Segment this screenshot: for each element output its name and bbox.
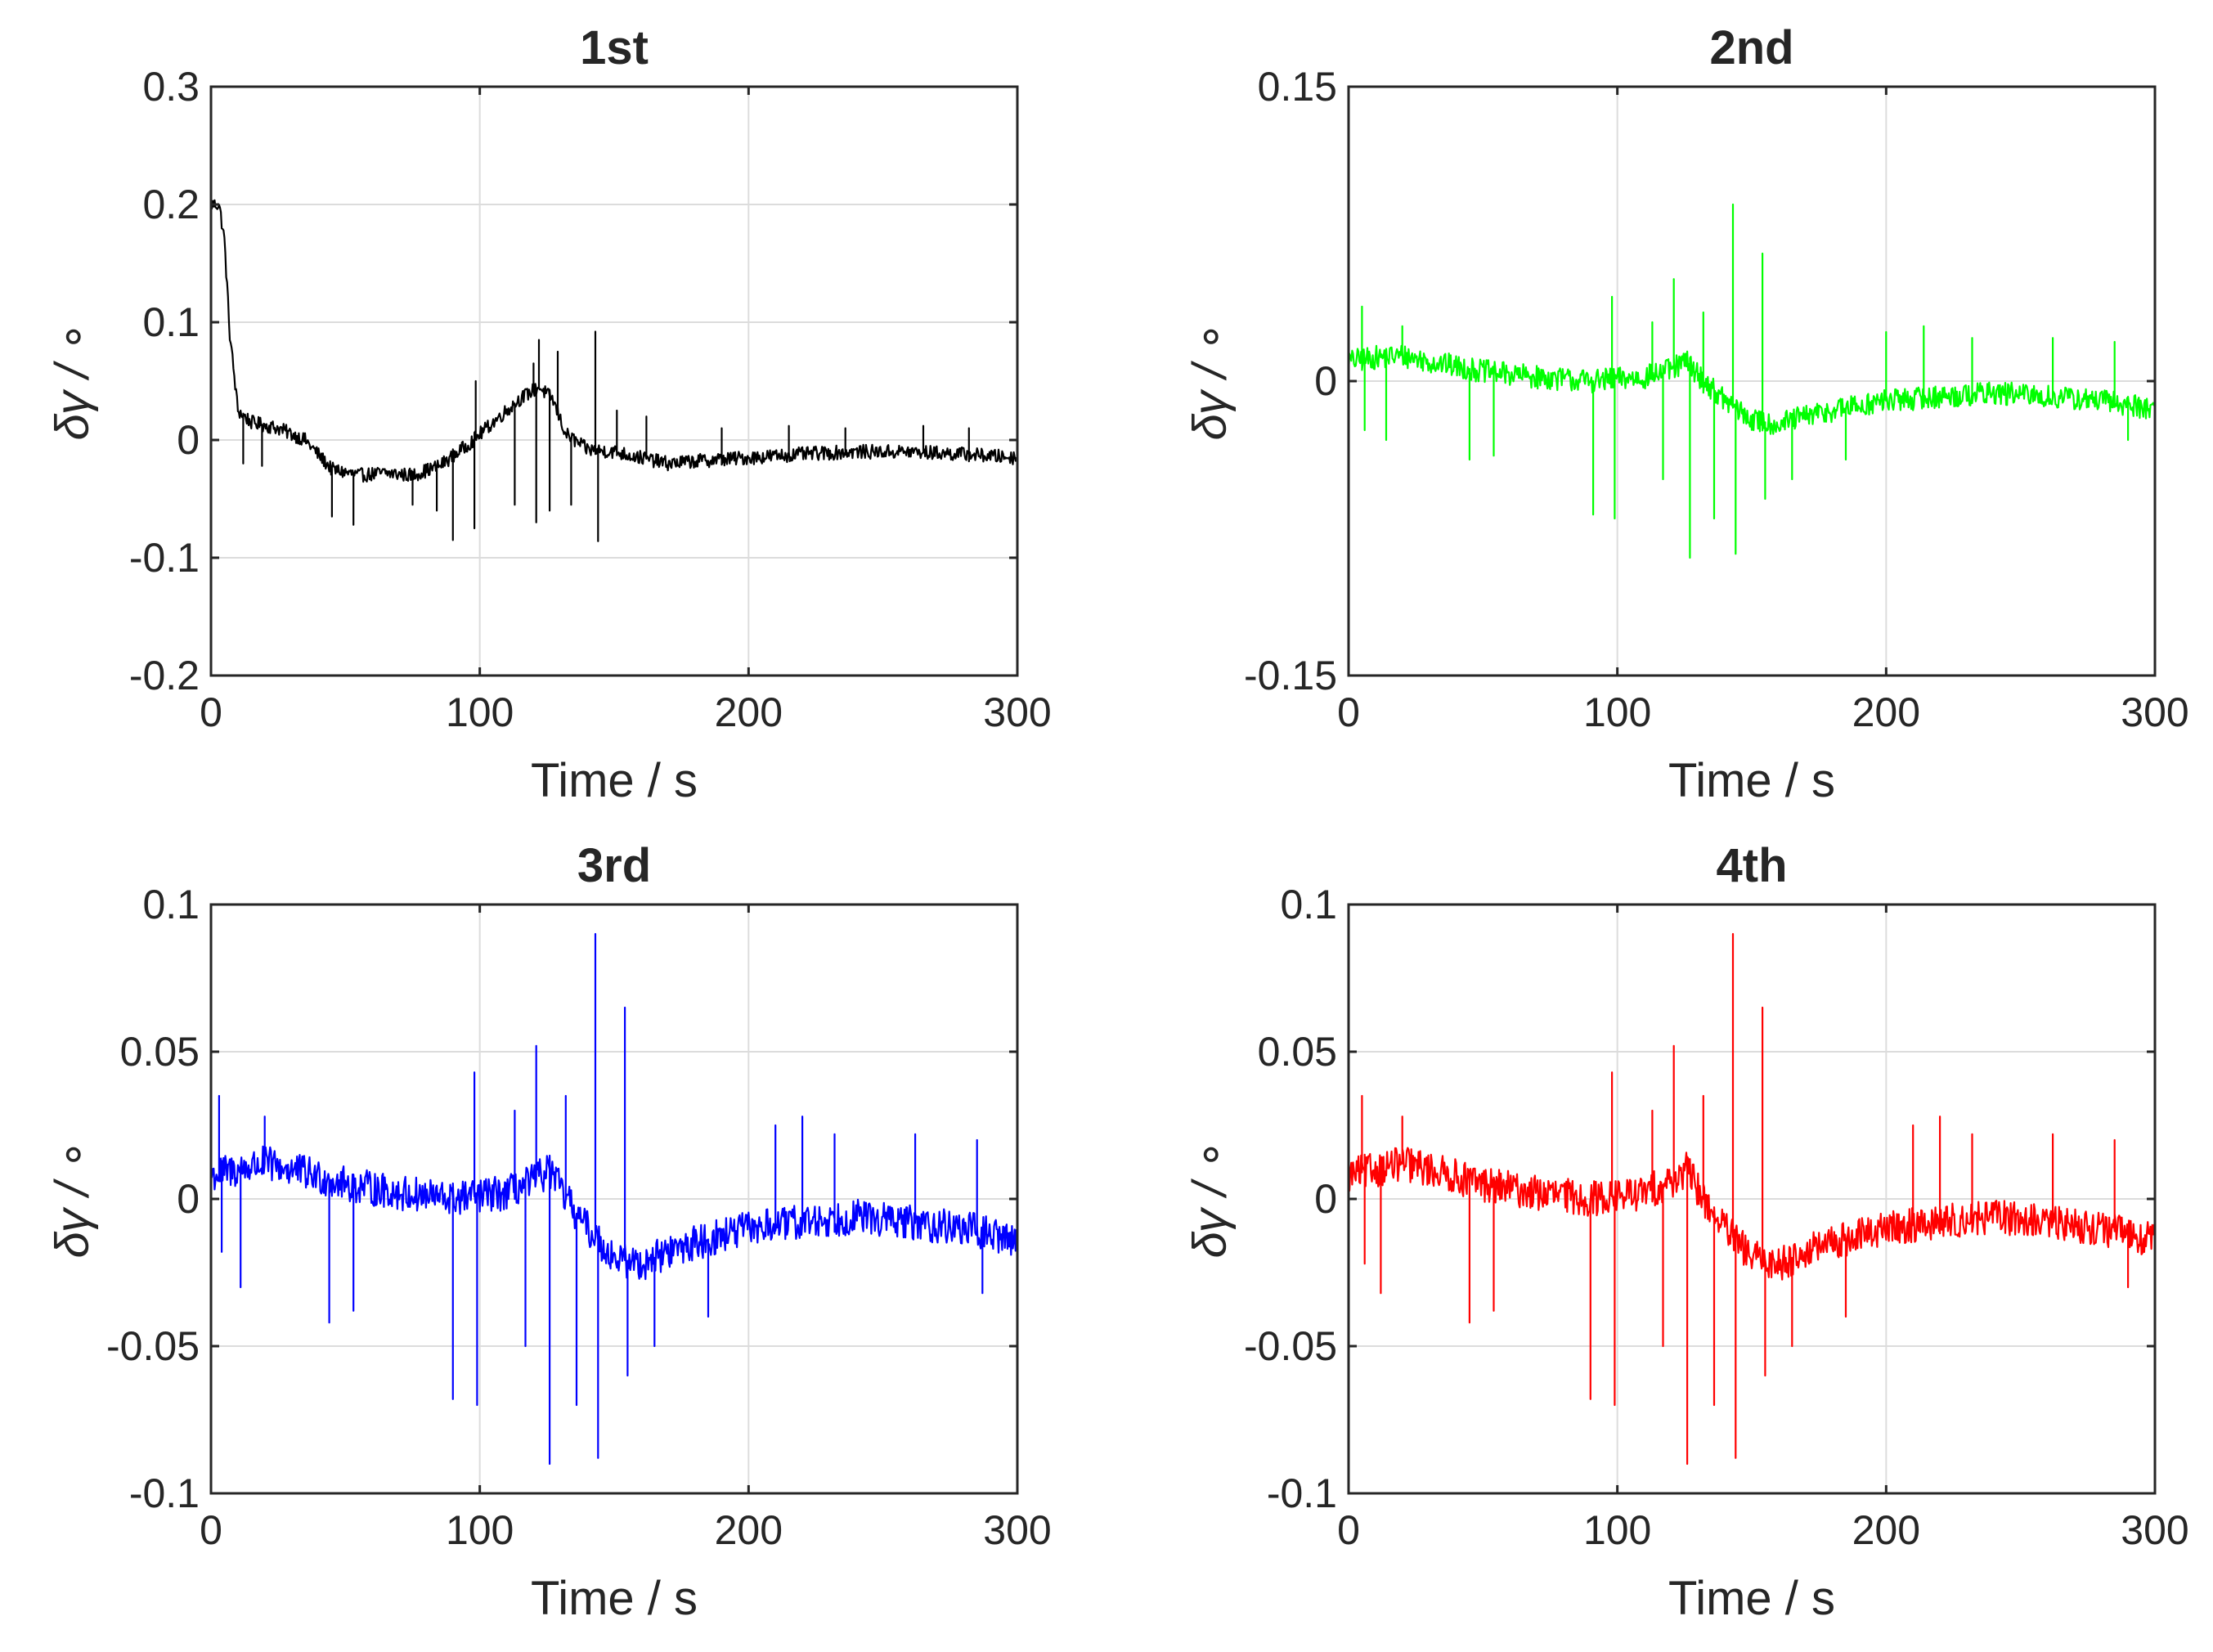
x-tick-label: 100 [446, 689, 514, 735]
x-tick-label: 200 [1852, 1507, 1920, 1553]
y-tick-label: 0.3 [142, 64, 200, 110]
y-tick-label: -0.2 [129, 653, 200, 698]
x-tick-label: 300 [983, 689, 1051, 735]
y-tick-label: 0 [1314, 1176, 1337, 1222]
series-line-2nd [1347, 203, 2156, 559]
y-tick-label: -0.1 [129, 535, 200, 581]
x-tick-label: 0 [200, 689, 222, 735]
y-tick-label: 0 [1314, 358, 1337, 404]
x-tick-label: 0 [1337, 689, 1360, 735]
y-tick-label: 0.1 [142, 882, 200, 927]
y-axis-label: δγ / ∘ [1183, 322, 1237, 441]
y-tick-label: -0.05 [1244, 1323, 1337, 1369]
x-tick-label: 300 [2121, 1507, 2188, 1553]
y-tick-label: -0.1 [129, 1470, 200, 1516]
x-axis-label: Time / s [531, 754, 698, 807]
x-axis-label: Time / s [1668, 754, 1835, 807]
x-tick-label: 300 [983, 1507, 1051, 1553]
y-tick-label: -0.15 [1244, 653, 1337, 698]
y-tick-label: -0.05 [106, 1323, 200, 1369]
x-axis-label: Time / s [1668, 1572, 1835, 1625]
panel-1: 0 100 200 300 -0.2 -0.1 0 0.1 0.2 0.3 1st Time / s δ… [46, 21, 1052, 807]
x-tick-label: 200 [715, 1507, 783, 1553]
series-line-4th [1347, 932, 2157, 1466]
y-axis-label: δγ / ∘ [1183, 1140, 1237, 1259]
x-tick-label: 0 [1337, 1507, 1360, 1553]
y-tick-label: 0 [177, 417, 200, 463]
x-tick-label: 200 [1852, 689, 1920, 735]
x-tick-label: 300 [2121, 689, 2188, 735]
series-line-3rd [210, 932, 1019, 1466]
y-axis-label: δγ / ∘ [46, 1140, 99, 1259]
axes-frame [209, 85, 1019, 677]
chart-title: 4th [1717, 839, 1788, 892]
x-tick-label: 100 [1583, 689, 1651, 735]
y-axis-label: δγ / ∘ [46, 322, 99, 441]
series-line-1st [209, 199, 1019, 542]
y-tick-label: 0.1 [142, 299, 200, 345]
x-tick-label: 200 [715, 689, 783, 735]
panel-4: 0 100 200 300 -0.1 -0.05 0 0.05 0.1 4th Time / s δγ… [1183, 839, 2189, 1625]
x-axis-label: Time / s [531, 1572, 698, 1625]
y-tick-label: 0.1 [1280, 882, 1337, 927]
y-tick-label: -0.1 [1267, 1470, 1337, 1516]
x-tick-label: 100 [446, 1507, 514, 1553]
chart-title: 3rd [577, 839, 651, 892]
y-tick-label: 0.05 [1258, 1029, 1337, 1075]
x-tick-label: 0 [200, 1507, 222, 1553]
chart-title: 2nd [1709, 21, 1793, 74]
y-tick-label: 0.2 [142, 182, 200, 227]
y-tick-label: 0 [177, 1176, 200, 1222]
y-tick-label: 0.15 [1258, 64, 1337, 110]
chart-title: 1st [580, 21, 649, 74]
panel-3: 0 100 200 300 -0.1 -0.05 0 0.05 0.1 3rd Time / s δγ… [46, 839, 1052, 1625]
x-tick-label: 100 [1583, 1507, 1651, 1553]
y-tick-label: 0.05 [120, 1029, 200, 1075]
